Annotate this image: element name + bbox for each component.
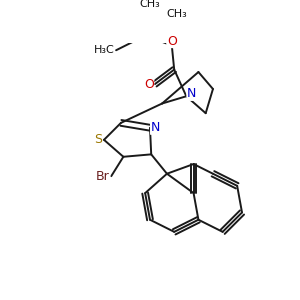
Text: Br: Br xyxy=(96,170,110,183)
Text: O: O xyxy=(167,34,177,47)
Text: N: N xyxy=(151,121,160,134)
Text: H₃C: H₃C xyxy=(94,45,114,55)
Text: S: S xyxy=(94,133,102,146)
Text: N: N xyxy=(187,87,196,100)
Text: CH₃: CH₃ xyxy=(166,9,187,19)
Text: CH₃: CH₃ xyxy=(140,0,160,9)
Text: O: O xyxy=(144,78,154,91)
